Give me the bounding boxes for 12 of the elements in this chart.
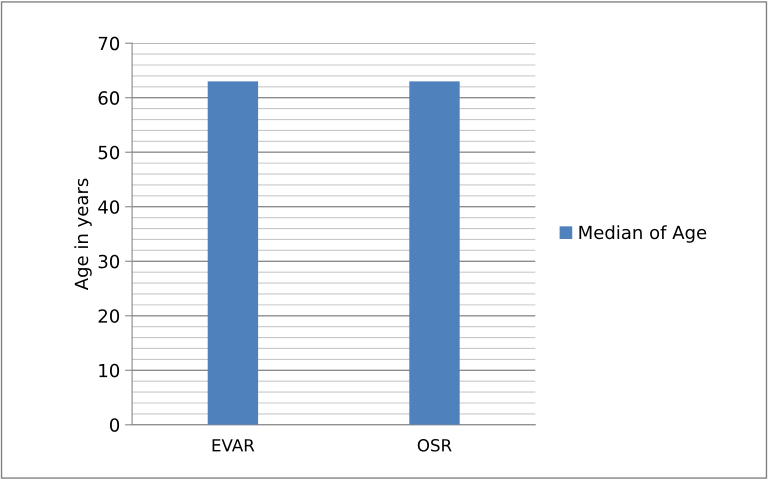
y-tick-label: 0 [110,418,120,432]
y-tick-label: 20 [98,309,120,323]
y-tick-label: 40 [98,200,120,214]
y-tick-label: 30 [98,254,120,268]
y-tick-label: 70 [98,36,120,50]
y-axis-title: Age in years [74,178,92,290]
y-tick-label: 50 [98,146,120,160]
y-tick-label: 10 [99,364,120,378]
y-tick-label: 60 [98,91,120,105]
x-tick-label: OSR [418,438,452,452]
legend-label: Median of Age [579,225,706,243]
x-tick-label: EVAR [212,439,254,452]
